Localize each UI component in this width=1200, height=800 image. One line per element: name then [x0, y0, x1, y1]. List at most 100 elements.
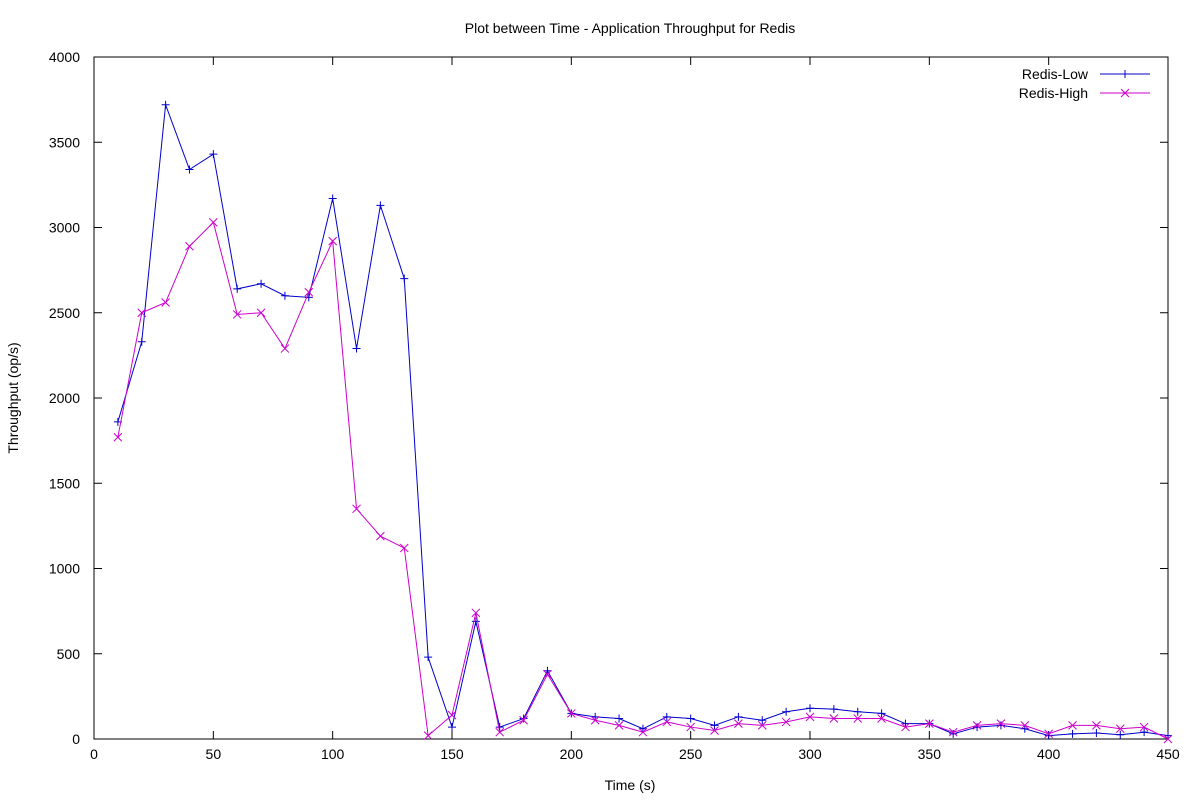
- data-point: [973, 723, 982, 732]
- y-tick-label: 500: [57, 646, 81, 662]
- x-axis-label: Time (s): [605, 777, 656, 793]
- data-point: [948, 727, 958, 737]
- data-point: [1092, 721, 1101, 730]
- data-point: [1044, 731, 1053, 740]
- data-point: [233, 284, 242, 293]
- data-point: [1020, 721, 1030, 730]
- data-point: [591, 712, 600, 721]
- data-point: [972, 721, 982, 730]
- data-point: [1164, 731, 1172, 740]
- data-point: [1020, 724, 1029, 733]
- data-point: [280, 344, 290, 353]
- data-point: [1068, 729, 1077, 738]
- legend-marker: [1121, 70, 1129, 78]
- data-point: [662, 717, 672, 727]
- chart-title: Plot between Time - Application Throughp…: [465, 20, 795, 36]
- data-point: [519, 715, 528, 725]
- series-redis-high: [113, 218, 1173, 744]
- data-point: [805, 712, 815, 722]
- data-point: [543, 669, 552, 679]
- y-tick-label: 0: [72, 731, 80, 747]
- data-point: [566, 709, 576, 718]
- x-tick-label: 100: [321, 746, 345, 762]
- data-point: [734, 712, 743, 721]
- x-tick-label: 200: [560, 746, 584, 762]
- data-point: [304, 287, 314, 297]
- data-point: [614, 721, 624, 730]
- data-point: [877, 714, 886, 723]
- data-point: [328, 194, 337, 203]
- data-point: [757, 721, 767, 730]
- data-point: [376, 531, 385, 541]
- legend: Redis-Low Redis-High: [1019, 66, 1150, 101]
- data-point: [686, 714, 695, 723]
- data-point: [853, 714, 863, 723]
- data-point: [829, 714, 839, 723]
- legend-label: Redis-Low: [1022, 66, 1089, 82]
- data-point: [232, 310, 242, 319]
- legend-marker: [1120, 88, 1130, 98]
- data-point: [471, 617, 480, 626]
- data-point: [710, 721, 719, 730]
- data-point: [1092, 729, 1101, 738]
- data-point: [257, 279, 266, 288]
- data-point: [782, 707, 791, 716]
- data-point: [686, 722, 696, 732]
- data-point: [352, 504, 361, 514]
- data-point: [1139, 722, 1149, 732]
- x-tick-label: 300: [798, 746, 822, 762]
- y-tick-label: 3500: [49, 134, 80, 150]
- data-point: [1115, 724, 1125, 734]
- x-tick-label: 50: [206, 746, 222, 762]
- x-tick-label: 350: [918, 746, 942, 762]
- data-point: [590, 715, 600, 725]
- data-point: [806, 704, 814, 713]
- data-point: [424, 653, 433, 662]
- axes: 0 50 100 150 200 250 300 350 400 450 0 500 1000 1500 2…: [49, 49, 1180, 762]
- data-point: [829, 705, 838, 714]
- legend-item: Redis-Low: [1022, 66, 1150, 82]
- data-point: [996, 721, 1005, 730]
- legend-item: Redis-High: [1019, 85, 1150, 101]
- data-point: [209, 150, 218, 159]
- data-point: [1140, 728, 1149, 737]
- data-point: [161, 100, 170, 109]
- data-point: [877, 709, 886, 718]
- data-point: [352, 344, 361, 353]
- legend-label: Redis-High: [1019, 85, 1088, 101]
- data-point: [328, 236, 338, 246]
- data-point: [1068, 721, 1077, 730]
- data-point: [185, 241, 194, 251]
- y-tick-label: 4000: [49, 49, 80, 65]
- data-point: [376, 201, 385, 210]
- data-point: [638, 724, 647, 733]
- x-tick-label: 0: [90, 746, 98, 762]
- data-point: [185, 165, 194, 174]
- data-point: [1163, 734, 1173, 744]
- x-tick-label: 250: [679, 746, 703, 762]
- x-tick-label: 450: [1156, 746, 1180, 762]
- data-point: [400, 274, 409, 283]
- y-axis-label: Throughput (op/s): [5, 342, 21, 453]
- x-tick-label: 400: [1037, 746, 1061, 762]
- data-point: [853, 707, 862, 716]
- data-point: [638, 727, 648, 737]
- data-point: [113, 432, 123, 442]
- data-point: [901, 719, 910, 728]
- data-point: [280, 291, 289, 300]
- data-point: [208, 218, 218, 227]
- data-point: [924, 719, 934, 729]
- data-point: [256, 308, 266, 318]
- data-point: [734, 719, 743, 729]
- data-point: [1116, 730, 1125, 739]
- data-point: [471, 608, 481, 618]
- data-point: [495, 727, 505, 737]
- y-tick-label: 1000: [49, 561, 80, 577]
- data-point: [615, 714, 624, 723]
- data-point: [399, 543, 409, 553]
- data-point: [137, 308, 147, 318]
- data-point: [519, 714, 528, 723]
- data-point: [1044, 729, 1054, 739]
